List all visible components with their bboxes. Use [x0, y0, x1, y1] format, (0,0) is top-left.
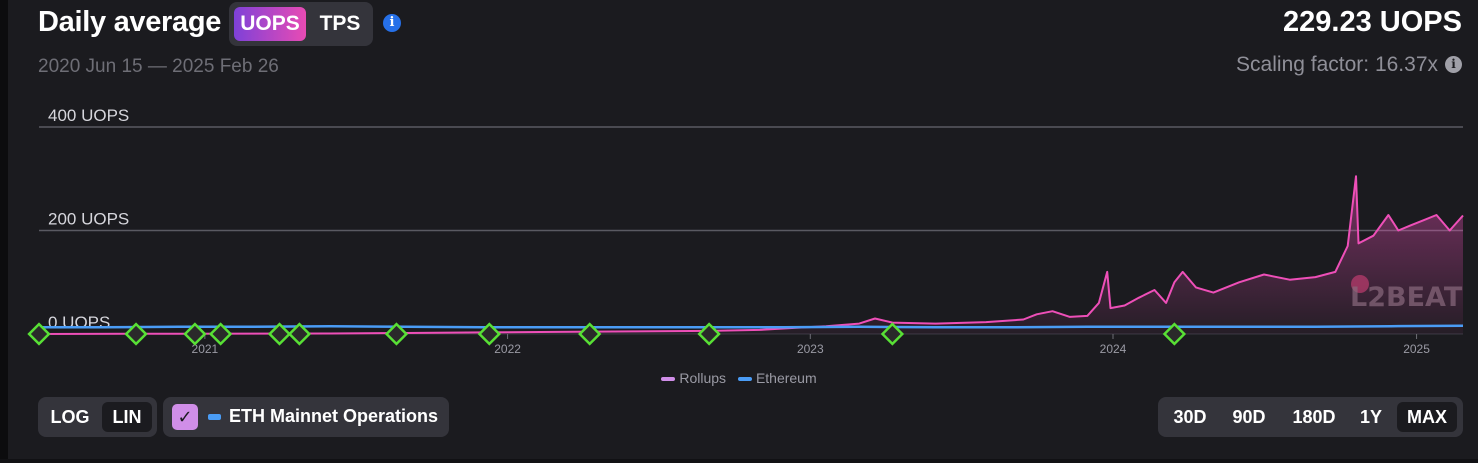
x-tick-label: 2024	[1100, 342, 1127, 356]
range-option-180d[interactable]: 180D	[1292, 407, 1336, 427]
legend-label-ethereum: Ethereum	[755, 370, 817, 386]
y-tick-label: 0 UOPS	[48, 313, 110, 332]
watermark-logo: L2BEAT	[1350, 282, 1463, 313]
metric-toggle: UOPS TPS	[229, 2, 373, 46]
event-marker-diamond	[384, 322, 409, 346]
event-marker-diamond	[287, 322, 312, 346]
event-marker[interactable]	[1162, 322, 1187, 346]
event-marker-diamond	[578, 322, 602, 346]
legend-item-rollups[interactable]: Rollups	[661, 370, 726, 386]
y-tick-label: 400 UOPS	[48, 106, 129, 125]
legend-item-ethereum[interactable]: Ethereum	[737, 370, 817, 386]
ethereum-swatch	[737, 377, 752, 382]
headline-value: 229.23 UOPS	[1283, 6, 1462, 38]
event-marker[interactable]	[697, 322, 721, 346]
event-marker-diamond	[27, 322, 51, 346]
legend-label-rollups: Rollups	[679, 370, 727, 386]
page-title: Daily average	[38, 6, 222, 38]
ethereum-swatch-toggle	[208, 414, 221, 420]
event-marker[interactable]	[208, 322, 233, 346]
date-range: 2020 Jun 15 — 2025 Feb 26	[38, 56, 279, 77]
range-option-90d[interactable]: 90D	[1232, 407, 1266, 427]
y-tick-label: 200 UOPS	[48, 210, 129, 229]
scale-toggle: LOG LIN	[38, 397, 157, 437]
scale-option-lin[interactable]: LIN	[102, 402, 152, 432]
event-marker-diamond	[267, 322, 292, 346]
rollups-swatch	[661, 377, 676, 382]
info-icon[interactable]: i	[383, 14, 401, 32]
event-marker-diamond	[477, 322, 502, 346]
scaling-info-icon[interactable]: i	[1445, 56, 1462, 73]
event-marker[interactable]	[578, 322, 602, 346]
range-option-max[interactable]: MAX	[1397, 402, 1457, 432]
eth-mainnet-checkbox[interactable]: ✓	[172, 404, 198, 430]
event-marker-diamond	[697, 322, 721, 346]
series-area-rollups	[39, 176, 1463, 334]
event-marker[interactable]	[477, 322, 502, 346]
event-marker-diamond	[1162, 322, 1187, 346]
event-marker-diamond	[183, 322, 207, 346]
series-line-ethereum	[39, 324, 1464, 329]
event-marker[interactable]	[287, 322, 312, 346]
event-marker-diamond	[124, 322, 148, 346]
scaling-factor: Scaling factor: 16.37x	[1236, 53, 1438, 76]
left-edge-strip	[0, 0, 8, 463]
eth-mainnet-toggle[interactable]: ✓ ETH Mainnet Operations	[163, 397, 449, 437]
event-marker[interactable]	[880, 322, 905, 346]
series-line-rollups	[38, 175, 1464, 335]
watermark-heart	[1351, 275, 1369, 293]
event-marker[interactable]	[267, 322, 292, 346]
event-marker[interactable]	[183, 322, 207, 346]
range-option-30d[interactable]: 30D	[1173, 407, 1207, 427]
metric-option-tps[interactable]: TPS	[319, 12, 361, 35]
event-marker-diamond	[880, 322, 905, 346]
x-tick-label: 2025	[1403, 342, 1430, 356]
range-option-1y[interactable]: 1Y	[1359, 407, 1383, 427]
event-marker-diamond	[208, 322, 233, 346]
metric-option-uops[interactable]: UOPS	[234, 7, 306, 41]
x-tick-label: 2023	[797, 342, 824, 356]
event-marker[interactable]	[384, 322, 409, 346]
event-marker[interactable]	[124, 322, 148, 346]
scale-option-log[interactable]: LOG	[50, 407, 90, 427]
event-marker[interactable]	[27, 322, 51, 346]
eth-mainnet-label: ETH Mainnet Operations	[229, 406, 439, 426]
line-chart[interactable]: 0 UOPS 200 UOPS 400 UOPS 2021 2022 2023 2024 20…	[0, 0, 1478, 370]
chart-legend: Rollups Ethereum	[0, 370, 1478, 386]
bottom-border	[0, 459, 1478, 463]
x-tick-label: 2022	[494, 342, 521, 356]
x-tick-label: 2021	[192, 342, 219, 356]
range-toggle: 30D 90D 180D 1Y MAX	[1158, 397, 1463, 437]
